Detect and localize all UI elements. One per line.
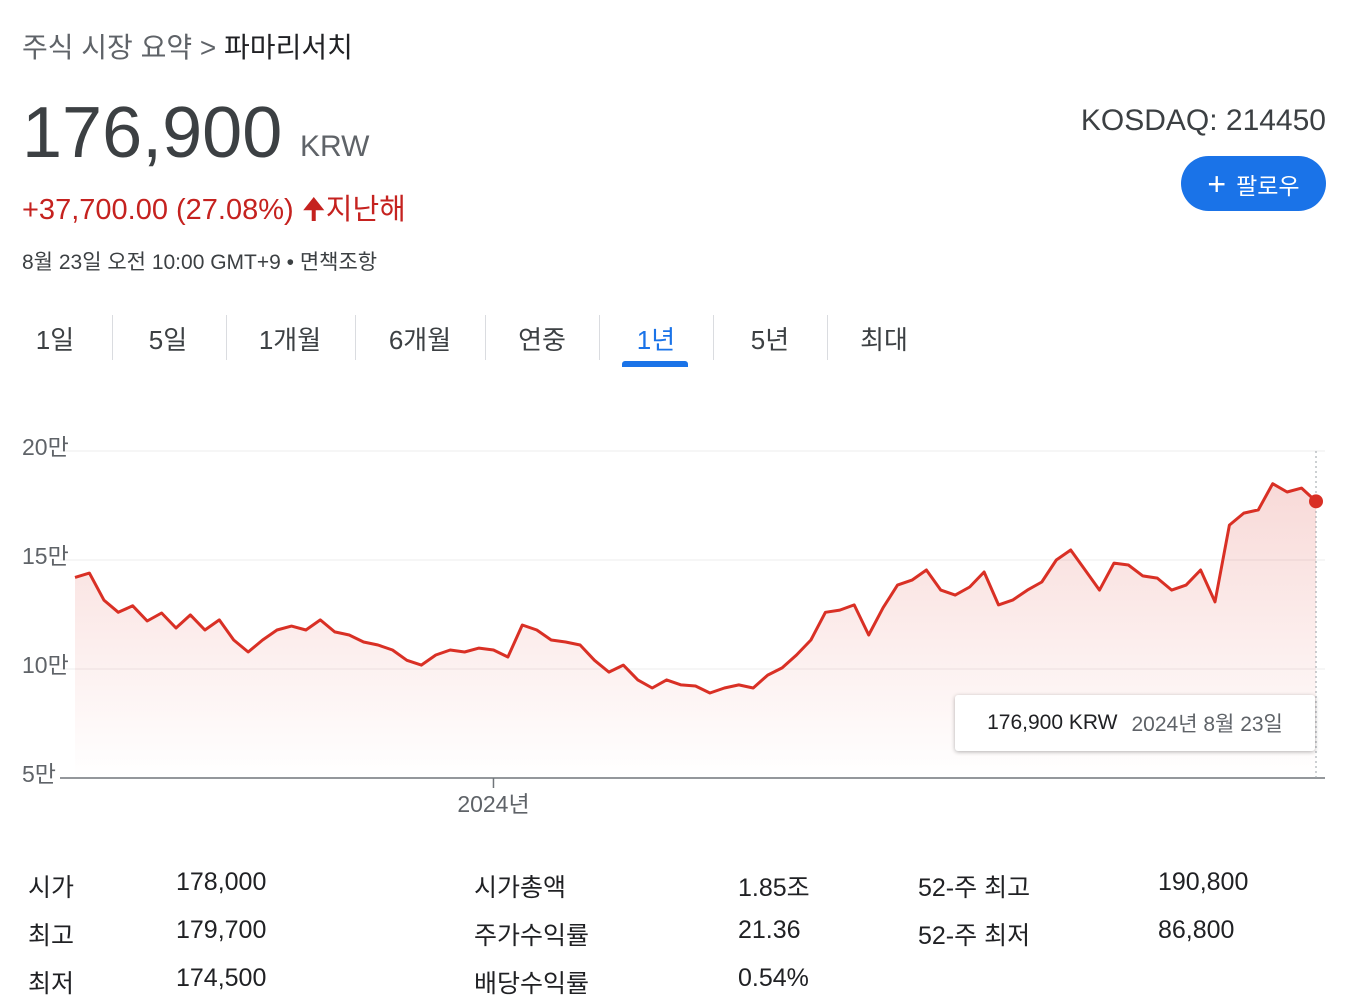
tab-separator [713, 315, 714, 360]
tooltip: 176,900 KRW 2024년 8월 23일 [955, 695, 1315, 751]
exchange: KOSDAQ: 214450 [1080, 104, 1326, 137]
tab-underline [622, 361, 688, 367]
stat-label: 시가총액 [474, 874, 567, 902]
range-tab[interactable]: 1일 [35, 325, 75, 355]
range-tab[interactable]: 6개월 [388, 325, 452, 355]
tooltip-value: 176,900 KRW [987, 711, 1118, 734]
stat-label: 배당수익률 [474, 970, 590, 998]
breadcrumb-parent[interactable]: 주식 시장 요약 [22, 32, 193, 63]
stat-label: 시가 [28, 874, 75, 902]
tab-separator [226, 315, 227, 360]
timestamp: 8월 23일 오전 10:00 GMT+9 • 면책조항 [22, 251, 378, 274]
plus-icon: + [1207, 165, 1227, 202]
stat-label: 52-주 최저 [918, 922, 1031, 950]
range-tab[interactable]: 5일 [148, 325, 188, 355]
y-tick-label: 5만 [22, 761, 56, 787]
y-tick-label: 20만 [22, 434, 69, 460]
change: +37,700.00 (27.08%) 🠉지난해 [22, 186, 406, 238]
breadcrumb: 주식 시장 요약 > 파마리서치 [22, 32, 353, 63]
stat-value: 0.54% [738, 964, 809, 992]
arrow: 🠉 [301, 194, 326, 226]
range-tab[interactable]: 최대 [860, 325, 908, 355]
stat-value: 1.85조 [738, 874, 810, 902]
change-period: 지난해 [325, 194, 406, 226]
chart: 5만 10만 15만 20만 2024년 [22, 434, 1325, 817]
tab-separator [355, 315, 356, 360]
follow-label: 팔로우 [1236, 172, 1300, 199]
y-tick-label: 15만 [22, 543, 69, 569]
stat-value: 21.36 [738, 916, 801, 944]
stat-value: 178,000 [176, 868, 267, 896]
tab-separator [485, 315, 486, 360]
y-tick-label: 10만 [22, 652, 69, 678]
stat-label: 최저 [28, 970, 75, 998]
x-tick-label: 2024년 [457, 791, 529, 817]
price: 176,900 [22, 93, 283, 173]
stat-value: 179,700 [176, 916, 267, 944]
price-line [74, 482, 1318, 695]
stat-value: 190,800 [1158, 868, 1249, 896]
tooltip-date: 2024년 8월 23일 [1131, 713, 1283, 736]
currency: KRW [300, 130, 370, 163]
range-tab[interactable]: 1년 [636, 325, 676, 355]
stat-value: 174,500 [176, 964, 267, 992]
range-tab[interactable]: 연중 [518, 325, 566, 355]
breadcrumb-current: 파마리서치 [224, 32, 353, 63]
change-value: +37,700.00 (27.08%) [22, 194, 294, 226]
range-tab[interactable]: 1개월 [258, 325, 322, 355]
stat-label: 최고 [28, 922, 75, 950]
stat-label: 주가수익률 [474, 922, 590, 950]
range-tab[interactable]: 5년 [750, 325, 790, 355]
tab-separator [112, 315, 113, 360]
stat-value: 86,800 [1158, 916, 1235, 944]
tab-separator [827, 315, 828, 360]
last-point [1309, 494, 1323, 509]
stat-label: 52-주 최고 [918, 874, 1031, 902]
tab-separator [599, 315, 600, 360]
follow-button[interactable]: + 팔로우 [1181, 156, 1326, 211]
